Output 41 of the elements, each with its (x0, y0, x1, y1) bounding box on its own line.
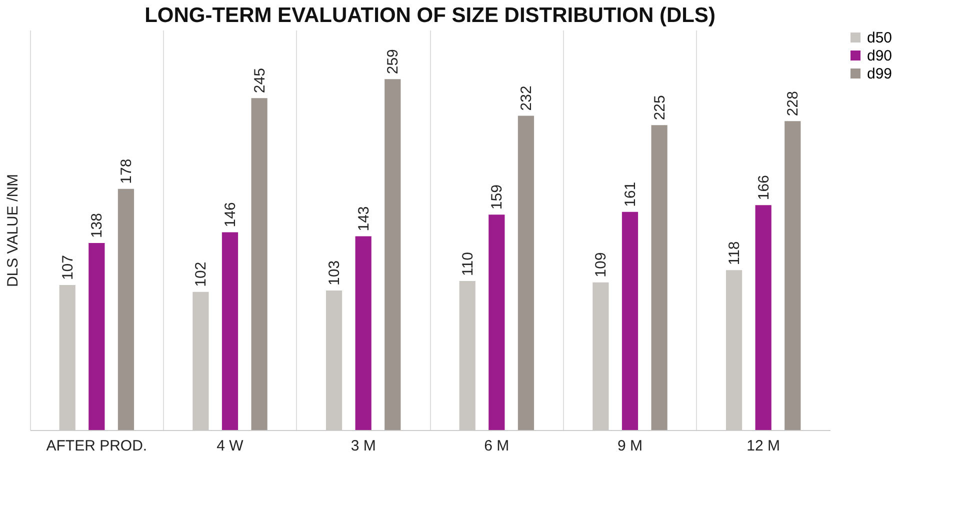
bar (518, 116, 534, 430)
data-label: 143 (355, 206, 372, 232)
bar (622, 212, 638, 430)
x-tick-label: 9 M (617, 438, 643, 454)
bar (355, 236, 372, 430)
bar (755, 205, 772, 430)
x-tick-label: AFTER PROD. (46, 438, 148, 454)
legend-label: d99 (867, 66, 892, 82)
data-label: 103 (326, 260, 344, 286)
data-label: 228 (784, 91, 802, 116)
data-label: 232 (518, 86, 535, 111)
bar (222, 232, 238, 430)
data-label: 178 (118, 158, 135, 184)
data-label: 102 (192, 262, 210, 287)
data-label: 161 (622, 182, 639, 207)
data-label: 138 (88, 213, 106, 238)
bar (251, 98, 268, 430)
x-tick-label: 3 M (350, 438, 376, 454)
bar (784, 121, 801, 430)
x-tick-label: 6 M (484, 438, 510, 454)
bar (118, 188, 134, 430)
bar (651, 125, 668, 430)
data-label: 109 (592, 252, 610, 278)
data-label: 159 (488, 184, 506, 210)
data-label: 259 (384, 49, 402, 74)
bar (88, 243, 105, 430)
chart-title: LONG-TERM EVALUATION OF SIZE DISTRIBUTION (DLS) (144, 4, 716, 27)
x-tick-label: 4 W (216, 438, 244, 454)
data-label: 107 (59, 255, 76, 280)
data-label: 245 (251, 68, 268, 94)
data-label: 166 (755, 175, 772, 200)
bar (488, 214, 505, 430)
y-axis-title: DLS VALUE /NM (4, 174, 22, 288)
legend-label: d90 (867, 48, 892, 64)
data-label: 118 (726, 241, 744, 266)
data-label: 146 (222, 202, 239, 228)
data-label: 225 (651, 95, 668, 120)
x-tick-label: 12 M (746, 438, 780, 454)
bar (384, 79, 401, 430)
data-label: 110 (459, 252, 476, 276)
legend-label: d50 (867, 30, 892, 46)
